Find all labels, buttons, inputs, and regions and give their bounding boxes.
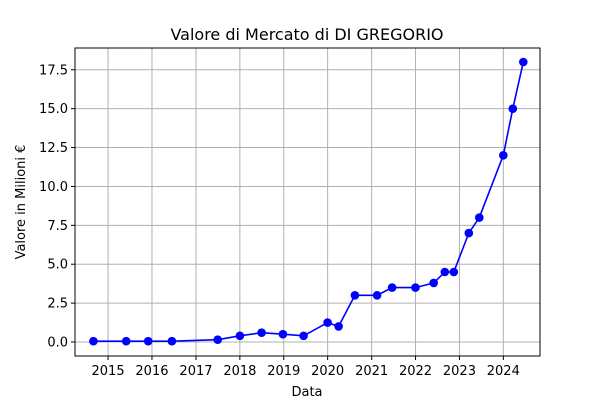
data-point bbox=[167, 336, 177, 346]
data-point bbox=[350, 291, 360, 300]
x-tick-label: 2018 bbox=[223, 364, 256, 379]
x-tick-label: 2022 bbox=[399, 364, 432, 379]
data-point bbox=[235, 331, 245, 341]
data-point bbox=[475, 213, 484, 222]
y-tick-label: 0.0 bbox=[47, 336, 68, 351]
data-point bbox=[278, 329, 288, 339]
data-point bbox=[519, 57, 528, 67]
data-point bbox=[372, 291, 382, 300]
plot-area-frame bbox=[74, 47, 541, 357]
y-tick-label: 12.5 bbox=[39, 141, 68, 156]
y-tick-label: 7.5 bbox=[47, 219, 68, 234]
x-tick-label: 2017 bbox=[179, 364, 212, 379]
chart-title: Valore di Mercato di DI GREGORIO bbox=[170, 25, 443, 44]
x-tick-label: 2021 bbox=[355, 364, 388, 379]
data-point bbox=[213, 335, 222, 345]
data-point bbox=[257, 328, 266, 338]
y-axis-ticks: 0.0 2.5 5.0 7.5 10.0 12.5 15.0 17.5 bbox=[39, 63, 75, 351]
data-point bbox=[89, 336, 98, 346]
y-tick-label: 17.5 bbox=[39, 63, 68, 78]
y-tick-label: 5.0 bbox=[47, 258, 68, 273]
series-line bbox=[93, 61, 525, 343]
y-tick-label: 10.0 bbox=[39, 180, 68, 195]
data-point bbox=[387, 283, 397, 292]
x-axis-label: Data bbox=[291, 385, 322, 400]
y-axis-label: Valore in Milioni € bbox=[14, 145, 29, 260]
data-point bbox=[411, 283, 420, 292]
x-tick-label: 2019 bbox=[267, 364, 300, 379]
x-tick-label: 2015 bbox=[92, 364, 125, 379]
data-point bbox=[508, 104, 518, 113]
y-tick-label: 15.0 bbox=[39, 102, 68, 117]
data-point bbox=[440, 267, 450, 277]
data-point bbox=[299, 331, 308, 341]
y-tick-label: 2.5 bbox=[47, 297, 68, 312]
x-tick-label: 2016 bbox=[135, 364, 168, 379]
data-point bbox=[449, 267, 459, 277]
x-axis-ticks: 2015 2016 2017 2018 2019 2020 2021 2022 2023 2024 bbox=[92, 356, 520, 379]
data-point bbox=[143, 336, 153, 346]
data-point bbox=[429, 278, 439, 288]
x-tick-label: 2023 bbox=[443, 364, 476, 379]
series-group bbox=[89, 57, 528, 346]
data-point bbox=[121, 336, 131, 346]
data-point bbox=[464, 228, 474, 238]
data-point bbox=[323, 318, 332, 327]
x-tick-label: 2020 bbox=[311, 364, 344, 379]
data-point bbox=[334, 322, 343, 331]
grid-lines bbox=[75, 48, 540, 356]
data-point bbox=[499, 151, 508, 160]
x-tick-label: 2024 bbox=[487, 364, 520, 379]
